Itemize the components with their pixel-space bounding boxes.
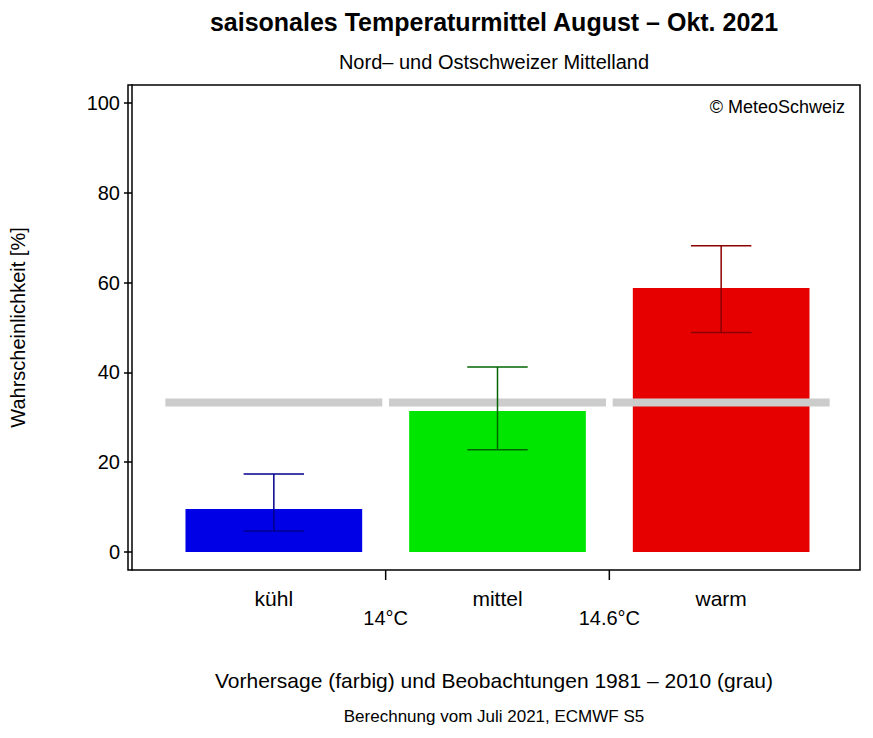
svg-text:Berechnung vom Juli 2021, ECMW: Berechnung vom Juli 2021, ECMWF S5 bbox=[344, 707, 644, 726]
svg-text:40: 40 bbox=[98, 361, 120, 383]
svg-text:0: 0 bbox=[109, 541, 120, 563]
svg-text:Nord– und Ostschweizer Mittell: Nord– und Ostschweizer Mittelland bbox=[339, 51, 649, 73]
svg-text:saisonales Temperaturmittel Au: saisonales Temperaturmittel August – Okt… bbox=[210, 8, 778, 36]
svg-text:80: 80 bbox=[98, 182, 120, 204]
svg-text:60: 60 bbox=[98, 272, 120, 294]
svg-text:kühl: kühl bbox=[255, 587, 294, 610]
svg-text:Wahrscheinlichkeit [%]: Wahrscheinlichkeit [%] bbox=[7, 227, 29, 427]
svg-text:© MeteoSchweiz: © MeteoSchweiz bbox=[710, 97, 845, 117]
svg-text:20: 20 bbox=[98, 451, 120, 473]
svg-text:14.6°C: 14.6°C bbox=[579, 607, 640, 629]
svg-text:mittel: mittel bbox=[472, 587, 522, 610]
svg-text:14°C: 14°C bbox=[363, 607, 408, 629]
svg-text:warm: warm bbox=[694, 587, 746, 610]
svg-text:Vorhersage (farbig) und Beobac: Vorhersage (farbig) und Beobachtungen 19… bbox=[215, 669, 773, 692]
svg-text:100: 100 bbox=[87, 92, 120, 114]
